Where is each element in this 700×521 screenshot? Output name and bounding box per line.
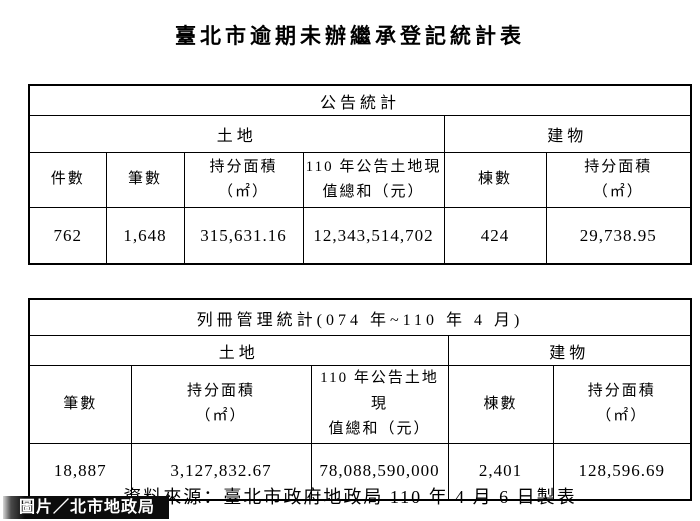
table2-value-land-area: 3,127,832.67 bbox=[130, 442, 312, 500]
table1-value-cases: 762 bbox=[28, 207, 107, 265]
table1-group-land: 土地 bbox=[28, 115, 445, 153]
table2-col-header-building-area: 持分面積 （㎡） bbox=[552, 365, 692, 444]
table1-value-parcels: 1,648 bbox=[105, 207, 185, 265]
table1-col-header-parcels: 筆數 bbox=[105, 152, 185, 208]
credit-badge: 圖片／北市地政局 bbox=[3, 496, 170, 519]
table2-title-cell: 列冊管理統計(074 年~110 年 4 月) bbox=[28, 298, 692, 336]
table-row: 筆數 持分面積 （㎡） 110 年公告土地現 值總和（元） 棟數 持分面積 （㎡… bbox=[28, 365, 692, 444]
table2-col-header-land-value: 110 年公告土地現 值總和（元） bbox=[310, 365, 449, 444]
table1-col-header-cases: 件數 bbox=[28, 152, 107, 208]
table1-title-cell: 公告統計 bbox=[28, 84, 692, 116]
table1-col-header-building-area: 持分面積 （㎡） bbox=[545, 152, 692, 208]
table2-col-header-parcels: 筆數 bbox=[28, 365, 132, 444]
table2-group-building: 建物 bbox=[447, 335, 692, 366]
table2-value-parcels: 18,887 bbox=[28, 442, 132, 500]
table-row: 列冊管理統計(074 年~110 年 4 月) bbox=[28, 298, 692, 336]
table2-group-land: 土地 bbox=[28, 335, 449, 366]
table-row: 土地 建物 bbox=[28, 335, 692, 366]
table2-col-header-land-area: 持分面積 （㎡） bbox=[130, 365, 312, 444]
page-title: 臺北市逾期未辦繼承登記統計表 bbox=[175, 24, 525, 48]
table-row: 土地 建物 bbox=[28, 115, 692, 153]
table1-value-building-area: 29,738.95 bbox=[545, 207, 692, 265]
table2-col-header-buildings: 棟數 bbox=[447, 365, 554, 444]
table1-group-building: 建物 bbox=[443, 115, 692, 153]
source-note: 資料來源：臺北市政府地政局 110 年 4 月 6 日製表 bbox=[123, 487, 577, 507]
table1-col-header-land-value: 110 年公告土地現 值總和（元） bbox=[302, 152, 445, 208]
table-row: 公告統計 bbox=[28, 84, 692, 116]
table-row: 18,887 3,127,832.67 78,088,590,000 2,401… bbox=[28, 442, 692, 500]
table1-col-header-land-area: 持分面積 （㎡） bbox=[183, 152, 304, 208]
table1-col-header-buildings: 棟數 bbox=[443, 152, 547, 208]
table-row: 762 1,648 315,631.16 12,343,514,702 424 … bbox=[28, 207, 692, 265]
table1-value-land-area: 315,631.16 bbox=[183, 207, 304, 265]
registry-management-table: 列冊管理統計(074 年~110 年 4 月) 土地 建物 筆數 持分面積 （㎡… bbox=[28, 298, 692, 501]
table1-value-land-value: 12,343,514,702 bbox=[302, 207, 445, 265]
table2-value-buildings: 2,401 bbox=[447, 442, 554, 500]
announcement-statistics-table: 公告統計 土地 建物 件數 筆數 持分面積 （㎡） 110 年公告土地現 值總和… bbox=[28, 84, 693, 265]
table-row: 件數 筆數 持分面積 （㎡） 110 年公告土地現 值總和（元） 棟數 持分面積… bbox=[28, 152, 692, 208]
table1-value-buildings: 424 bbox=[443, 207, 547, 265]
table2-value-building-area: 128,596.69 bbox=[552, 442, 692, 500]
